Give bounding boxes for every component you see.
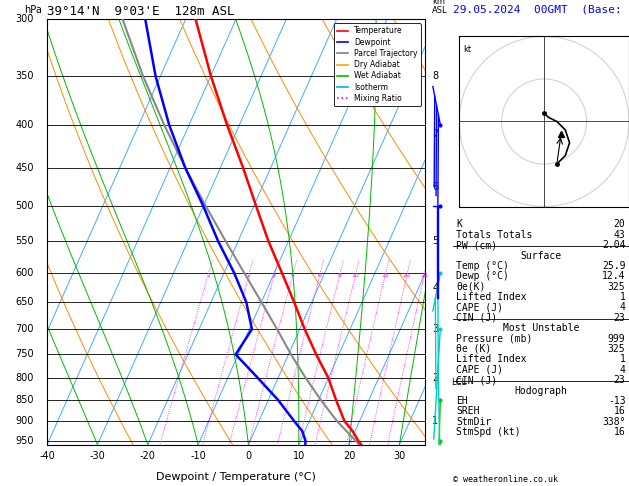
Text: 7: 7 xyxy=(432,129,438,139)
Text: 4: 4 xyxy=(432,283,438,293)
Text: Totals Totals: Totals Totals xyxy=(457,230,533,240)
Text: EH: EH xyxy=(457,396,468,406)
Text: kt: kt xyxy=(464,45,472,54)
Text: CIN (J): CIN (J) xyxy=(457,313,498,323)
Text: -13: -13 xyxy=(608,396,625,406)
Text: 5: 5 xyxy=(432,236,438,246)
Text: Lifted Index: Lifted Index xyxy=(457,292,527,302)
Text: 16: 16 xyxy=(614,406,625,417)
Text: Dewp (°C): Dewp (°C) xyxy=(457,271,509,281)
Text: © weatheronline.co.uk: © weatheronline.co.uk xyxy=(453,474,558,484)
Text: 30: 30 xyxy=(393,451,406,461)
Text: 8: 8 xyxy=(432,71,438,81)
Text: 29.05.2024  00GMT  (Base: 18): 29.05.2024 00GMT (Base: 18) xyxy=(453,4,629,15)
Text: 0: 0 xyxy=(245,451,252,461)
Text: 10: 10 xyxy=(352,274,359,278)
Text: 8: 8 xyxy=(338,274,342,278)
Text: Surface: Surface xyxy=(520,250,562,260)
Text: Pressure (mb): Pressure (mb) xyxy=(457,333,533,344)
Text: 600: 600 xyxy=(16,268,34,278)
Text: hPa: hPa xyxy=(25,5,42,15)
Text: -20: -20 xyxy=(140,451,156,461)
Text: K: K xyxy=(457,219,462,229)
Text: 999: 999 xyxy=(608,333,625,344)
Text: 1: 1 xyxy=(620,354,625,364)
Text: 4: 4 xyxy=(620,302,625,312)
Text: StmDir: StmDir xyxy=(457,417,492,427)
Text: 20: 20 xyxy=(343,451,355,461)
Text: 43: 43 xyxy=(614,230,625,240)
Text: km
ASL: km ASL xyxy=(432,0,448,15)
Text: 850: 850 xyxy=(16,395,34,405)
Text: 1: 1 xyxy=(620,292,625,302)
Text: 350: 350 xyxy=(16,71,34,81)
Text: -40: -40 xyxy=(39,451,55,461)
Text: θe(K): θe(K) xyxy=(457,282,486,292)
Text: 800: 800 xyxy=(16,373,34,383)
Text: 400: 400 xyxy=(16,120,34,130)
Text: 15: 15 xyxy=(381,274,389,278)
Text: -10: -10 xyxy=(190,451,206,461)
Text: 2.04: 2.04 xyxy=(602,240,625,250)
Text: 20: 20 xyxy=(614,219,625,229)
Text: 3: 3 xyxy=(432,324,438,334)
Text: 650: 650 xyxy=(16,297,34,307)
Text: 700: 700 xyxy=(16,324,34,334)
Text: 900: 900 xyxy=(16,416,34,426)
Text: 1: 1 xyxy=(432,416,438,426)
Text: Most Unstable: Most Unstable xyxy=(503,323,579,333)
Text: 2: 2 xyxy=(432,373,438,383)
Text: 6: 6 xyxy=(432,182,438,192)
Text: 6: 6 xyxy=(318,274,321,278)
Text: 550: 550 xyxy=(15,236,34,246)
Text: 500: 500 xyxy=(16,201,34,211)
Text: CAPE (J): CAPE (J) xyxy=(457,302,503,312)
Text: 4: 4 xyxy=(291,274,294,278)
Text: 10: 10 xyxy=(292,451,305,461)
Legend: Temperature, Dewpoint, Parcel Trajectory, Dry Adiabat, Wet Adiabat, Isotherm, Mi: Temperature, Dewpoint, Parcel Trajectory… xyxy=(333,23,421,106)
Text: SREH: SREH xyxy=(457,406,480,417)
Text: 1: 1 xyxy=(206,274,209,278)
Text: Hodograph: Hodograph xyxy=(515,385,567,396)
Text: Temp (°C): Temp (°C) xyxy=(457,261,509,271)
Text: Dewpoint / Temperature (°C): Dewpoint / Temperature (°C) xyxy=(156,472,316,482)
Text: 25: 25 xyxy=(420,274,428,278)
Text: Lifted Index: Lifted Index xyxy=(457,354,527,364)
Text: 4: 4 xyxy=(620,364,625,375)
Text: 325: 325 xyxy=(608,344,625,354)
Text: 750: 750 xyxy=(15,349,34,360)
Text: 2: 2 xyxy=(247,274,250,278)
Text: 338°: 338° xyxy=(602,417,625,427)
Text: 23: 23 xyxy=(614,313,625,323)
Text: PW (cm): PW (cm) xyxy=(457,240,498,250)
Text: 16: 16 xyxy=(614,427,625,437)
Text: 325: 325 xyxy=(608,282,625,292)
Text: LCL: LCL xyxy=(451,378,466,387)
Text: 20: 20 xyxy=(403,274,411,278)
Text: CAPE (J): CAPE (J) xyxy=(457,364,503,375)
Text: 23: 23 xyxy=(614,375,625,385)
Text: 3: 3 xyxy=(272,274,276,278)
Text: θe (K): θe (K) xyxy=(457,344,492,354)
Text: 25.9: 25.9 xyxy=(602,261,625,271)
Text: 950: 950 xyxy=(16,436,34,446)
Text: 450: 450 xyxy=(16,163,34,173)
Text: 39°14'N  9°03'E  128m ASL: 39°14'N 9°03'E 128m ASL xyxy=(47,5,235,18)
Text: 12.4: 12.4 xyxy=(602,271,625,281)
Text: StmSpd (kt): StmSpd (kt) xyxy=(457,427,521,437)
Text: 300: 300 xyxy=(16,15,34,24)
Text: -30: -30 xyxy=(89,451,106,461)
Text: CIN (J): CIN (J) xyxy=(457,375,498,385)
